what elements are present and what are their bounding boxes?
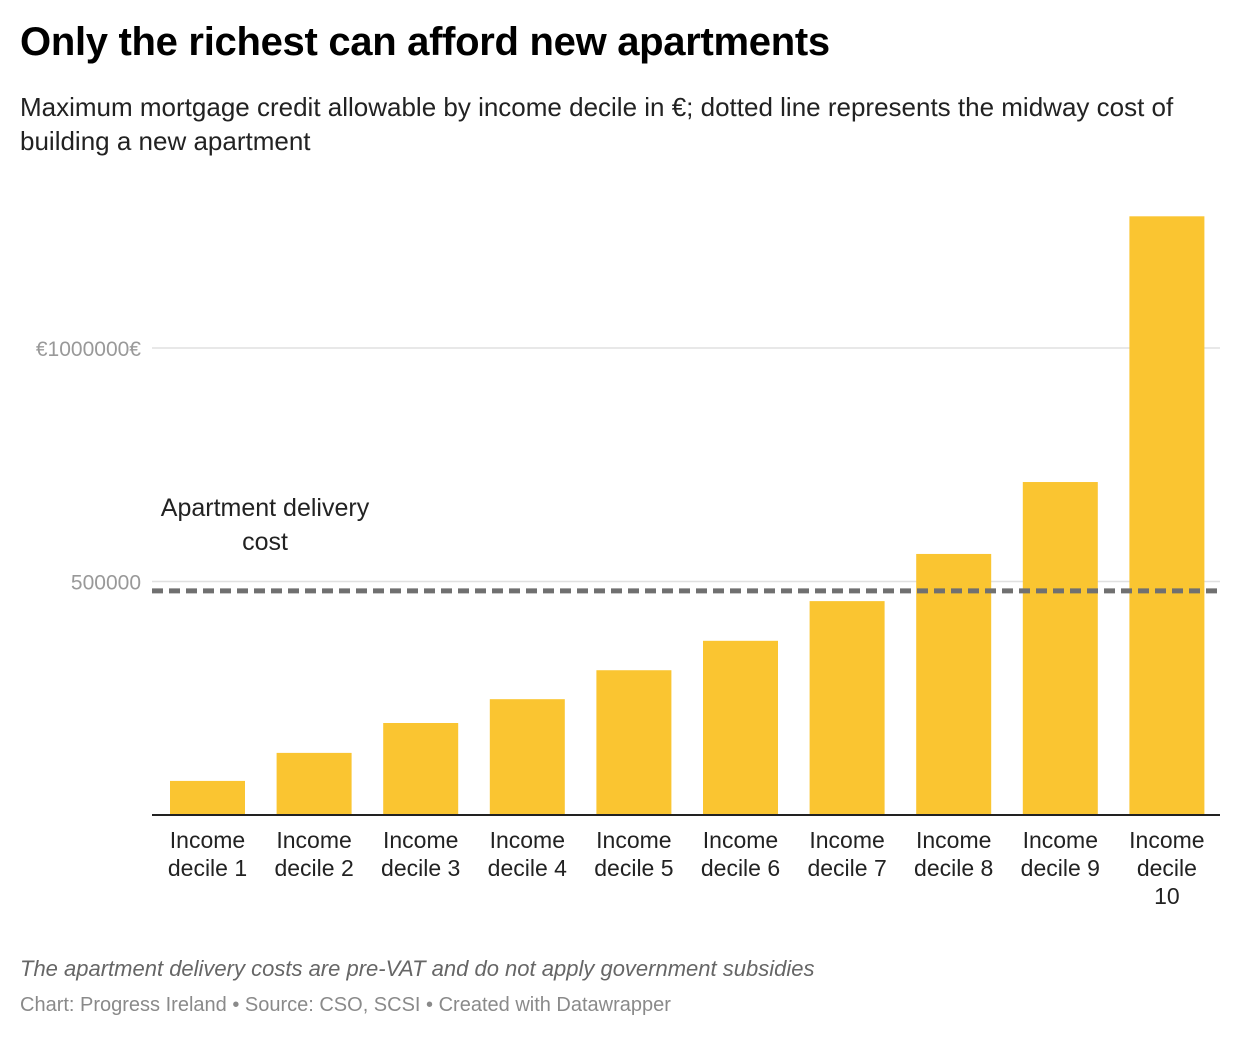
x-tick-label: Income bbox=[490, 827, 565, 853]
x-tick-label: Income bbox=[1129, 827, 1204, 853]
bar-decile-10 bbox=[1129, 216, 1205, 815]
bar-decile-5 bbox=[596, 670, 672, 815]
x-tick-label: decile 3 bbox=[381, 855, 460, 881]
x-tick-label: Income bbox=[276, 827, 351, 853]
x-tick-label: Income bbox=[383, 827, 458, 853]
x-tick-label: decile 7 bbox=[807, 855, 886, 881]
x-tick-label: decile 1 bbox=[168, 855, 247, 881]
x-tick-label: decile 5 bbox=[594, 855, 673, 881]
x-tick-label: Income bbox=[596, 827, 671, 853]
reference-line-label: cost bbox=[242, 528, 288, 556]
chart-source: Chart: Progress Ireland • Source: CSO, S… bbox=[20, 994, 671, 1016]
x-tick-label: Income bbox=[809, 827, 884, 853]
bar-decile-1 bbox=[170, 780, 245, 815]
reference-line-label: Apartment delivery bbox=[161, 494, 370, 522]
x-tick-label: decile 4 bbox=[488, 855, 567, 881]
y-tick-label: €1000000€ bbox=[36, 338, 141, 361]
x-tick-label: Income bbox=[703, 827, 778, 853]
bar-decile-9 bbox=[1022, 482, 1098, 815]
bar-decile-2 bbox=[276, 752, 352, 815]
x-tick-label: 10 bbox=[1154, 883, 1180, 909]
x-tick-label: decile 9 bbox=[1021, 855, 1100, 881]
x-tick-label: Income bbox=[170, 827, 245, 853]
bar-decile-7 bbox=[809, 601, 885, 815]
x-tick-label: Income bbox=[1023, 827, 1098, 853]
chart-subtitle: Maximum mortgage credit allowable by inc… bbox=[20, 92, 1174, 156]
x-tick-label: Income bbox=[916, 827, 991, 853]
bar-decile-8 bbox=[916, 553, 992, 815]
y-tick-label: 500000 bbox=[71, 572, 141, 595]
chart-note: The apartment delivery costs are pre-VAT… bbox=[20, 956, 815, 981]
x-tick-label: decile 8 bbox=[914, 855, 993, 881]
chart-title: Only the richest can afford new apartmen… bbox=[20, 20, 830, 64]
bar-decile-4 bbox=[489, 699, 565, 815]
bar-decile-3 bbox=[383, 723, 459, 815]
bar-decile-6 bbox=[703, 640, 778, 815]
x-tick-label: decile 2 bbox=[274, 855, 353, 881]
x-tick-label: decile bbox=[1137, 855, 1197, 881]
x-tick-label: decile 6 bbox=[701, 855, 780, 881]
